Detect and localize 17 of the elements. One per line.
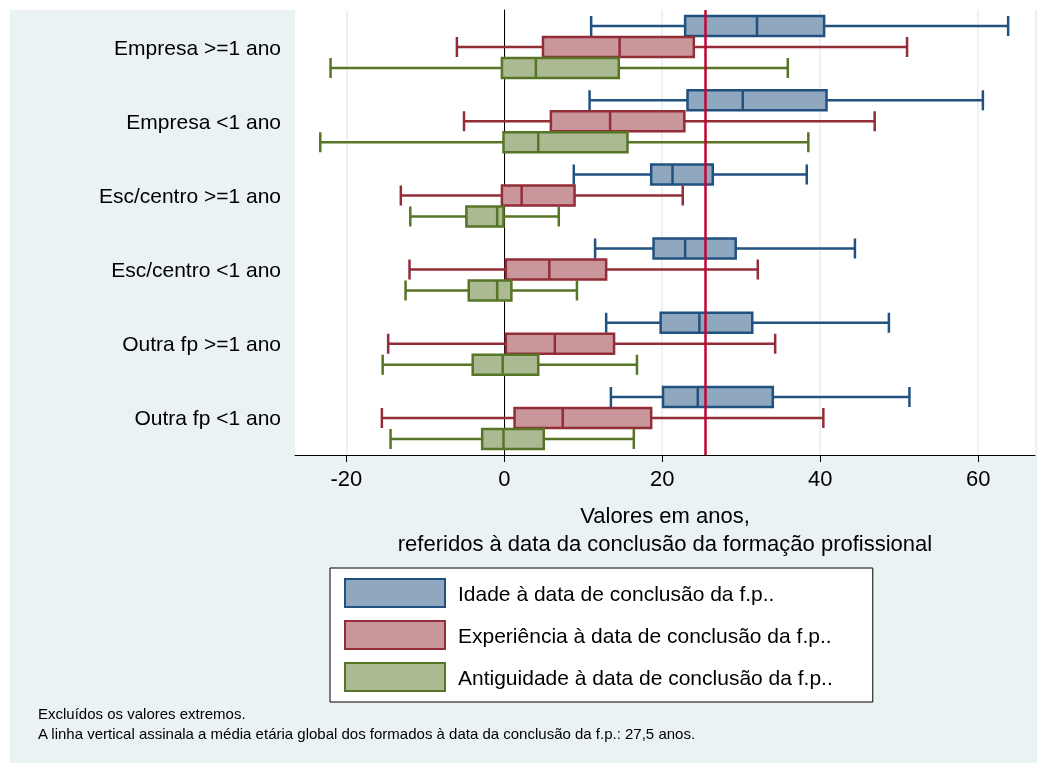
y-tick-label: Outra fp <1 ano	[134, 406, 281, 430]
x-tick-label: 20	[649, 465, 675, 491]
text: A linha vertical assinala a média etária global dos formados à data da conclusão da f.p.: 27,5 anos.	[38, 725, 696, 742]
y-tick-label: Esc/centro >=1 ano	[98, 183, 281, 207]
x-tick-label: 40	[807, 465, 833, 491]
y-tick-label: Empresa <1 ano	[126, 109, 281, 133]
legend-label: Experiência à data de conclusão da f.p..	[458, 623, 832, 647]
y-tick-label: Outra fp >=1 ano	[122, 332, 281, 356]
x-axis-title: Valores em anos, referidos à data da conclusão da formação profissional	[397, 502, 933, 556]
legend-label: Antiguidade à data de conclusão da f.p..	[458, 665, 833, 689]
text: Excluídos os valores extremos.	[38, 705, 246, 722]
y-tick-label: Esc/centro <1 ano	[111, 258, 281, 282]
y-tick-label: Empresa >=1 ano	[114, 35, 281, 59]
x-tick-label: -20	[330, 465, 363, 491]
x-tick-label: 60	[965, 465, 991, 491]
x-tick-label: 0	[498, 465, 511, 491]
legend-label: Idade à data de conclusão da f.p..	[458, 581, 775, 605]
